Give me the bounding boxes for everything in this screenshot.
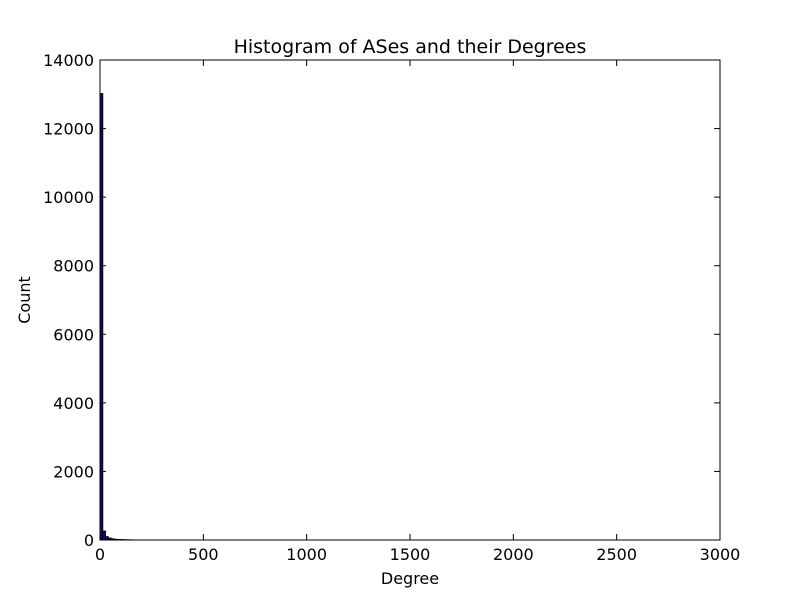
y-tick-label: 10000 <box>43 188 94 207</box>
y-tick-label: 6000 <box>53 325 94 344</box>
x-tick-label: 2000 <box>493 545 534 564</box>
y-tick-label: 0 <box>84 531 94 550</box>
x-tick-label: 1500 <box>390 545 431 564</box>
y-tick-label: 2000 <box>53 462 94 481</box>
x-tick-label: 3000 <box>700 545 741 564</box>
x-tick-label: 2500 <box>596 545 637 564</box>
y-tick-label: 4000 <box>53 394 94 413</box>
x-tick-label: 1000 <box>286 545 327 564</box>
chart-title: Histogram of ASes and their Degrees <box>234 36 587 58</box>
y-tick-label: 12000 <box>43 120 94 139</box>
y-tick-label: 14000 <box>43 51 94 70</box>
x-axis-label: Degree <box>381 569 439 588</box>
x-tick-label: 0 <box>95 545 105 564</box>
x-tick-label: 500 <box>188 545 219 564</box>
y-tick-label: 8000 <box>53 257 94 276</box>
plot-frame <box>100 60 720 540</box>
ticks-group: 0 500 1000 1500 2000 2500 3000 0 2000 4000 6000 800… <box>43 51 740 564</box>
bars-group <box>100 94 133 540</box>
y-axis-label: Count <box>15 276 34 324</box>
